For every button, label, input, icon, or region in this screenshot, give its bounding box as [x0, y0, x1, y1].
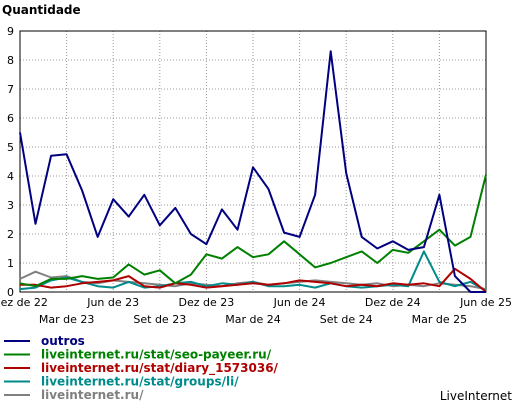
y-tick-label: 5	[7, 141, 14, 154]
x-tick-label: Mar de 25	[412, 313, 468, 326]
plot-frame	[19, 30, 487, 293]
x-tick-label: Set de 24	[320, 313, 373, 326]
y-tick-label: 7	[7, 83, 14, 96]
y-tick-label: 0	[7, 286, 14, 299]
y-tick-label: 8	[7, 54, 14, 67]
x-tick-label: Jun de 24	[273, 296, 326, 309]
x-tick-label: Mar de 24	[225, 313, 281, 326]
plot-area	[19, 30, 487, 293]
y-tick-label: 1	[7, 257, 14, 270]
y-tick-label: 3	[7, 199, 14, 212]
series-lines	[19, 50, 487, 293]
liveinternet-brand: LiveInternet	[440, 389, 512, 403]
series-line-2	[20, 267, 487, 293]
x-axis: Dez de 22 Jun de 23 Dez de 23 Jun de 24 Dez …	[0, 296, 512, 326]
x-tick-label: Dez de 23	[179, 296, 235, 309]
legend-label: liveinternet.ru/stat/diary_1573036/	[41, 361, 279, 376]
series-line-3	[19, 250, 487, 292]
y-tick-label: 4	[7, 170, 14, 183]
plot-background	[20, 31, 486, 292]
y-tick-label: 6	[7, 112, 14, 125]
legend-label: liveinternet.ru/stat/groups/li/	[41, 375, 239, 389]
x-tick-label: Jun de 23	[86, 296, 139, 309]
y-axis: 0 1 2 3 4 5 6 7 8 9	[7, 25, 14, 299]
x-tick-label: Jun de 25	[459, 296, 512, 309]
x-tick-label: Dez de 22	[0, 296, 48, 309]
y-tick-label: 2	[7, 228, 14, 241]
legend-label: liveinternet.ru/	[41, 388, 144, 402]
legend-label: liveinternet.ru/stat/seo-payeer.ru/	[41, 348, 272, 362]
y-tick-label: 9	[7, 25, 14, 38]
chart-title: Quantidade	[2, 3, 81, 17]
legend: outrosliveinternet.ru/stat/seo-payeer.ru…	[4, 334, 279, 402]
series-line-1	[19, 174, 487, 288]
x-tick-label: Set de 23	[133, 313, 186, 326]
x-tick-label: Mar de 23	[39, 313, 95, 326]
x-tick-label: Dez de 24	[365, 296, 421, 309]
series-line-0	[19, 50, 486, 293]
legend-label: outros	[41, 334, 85, 348]
